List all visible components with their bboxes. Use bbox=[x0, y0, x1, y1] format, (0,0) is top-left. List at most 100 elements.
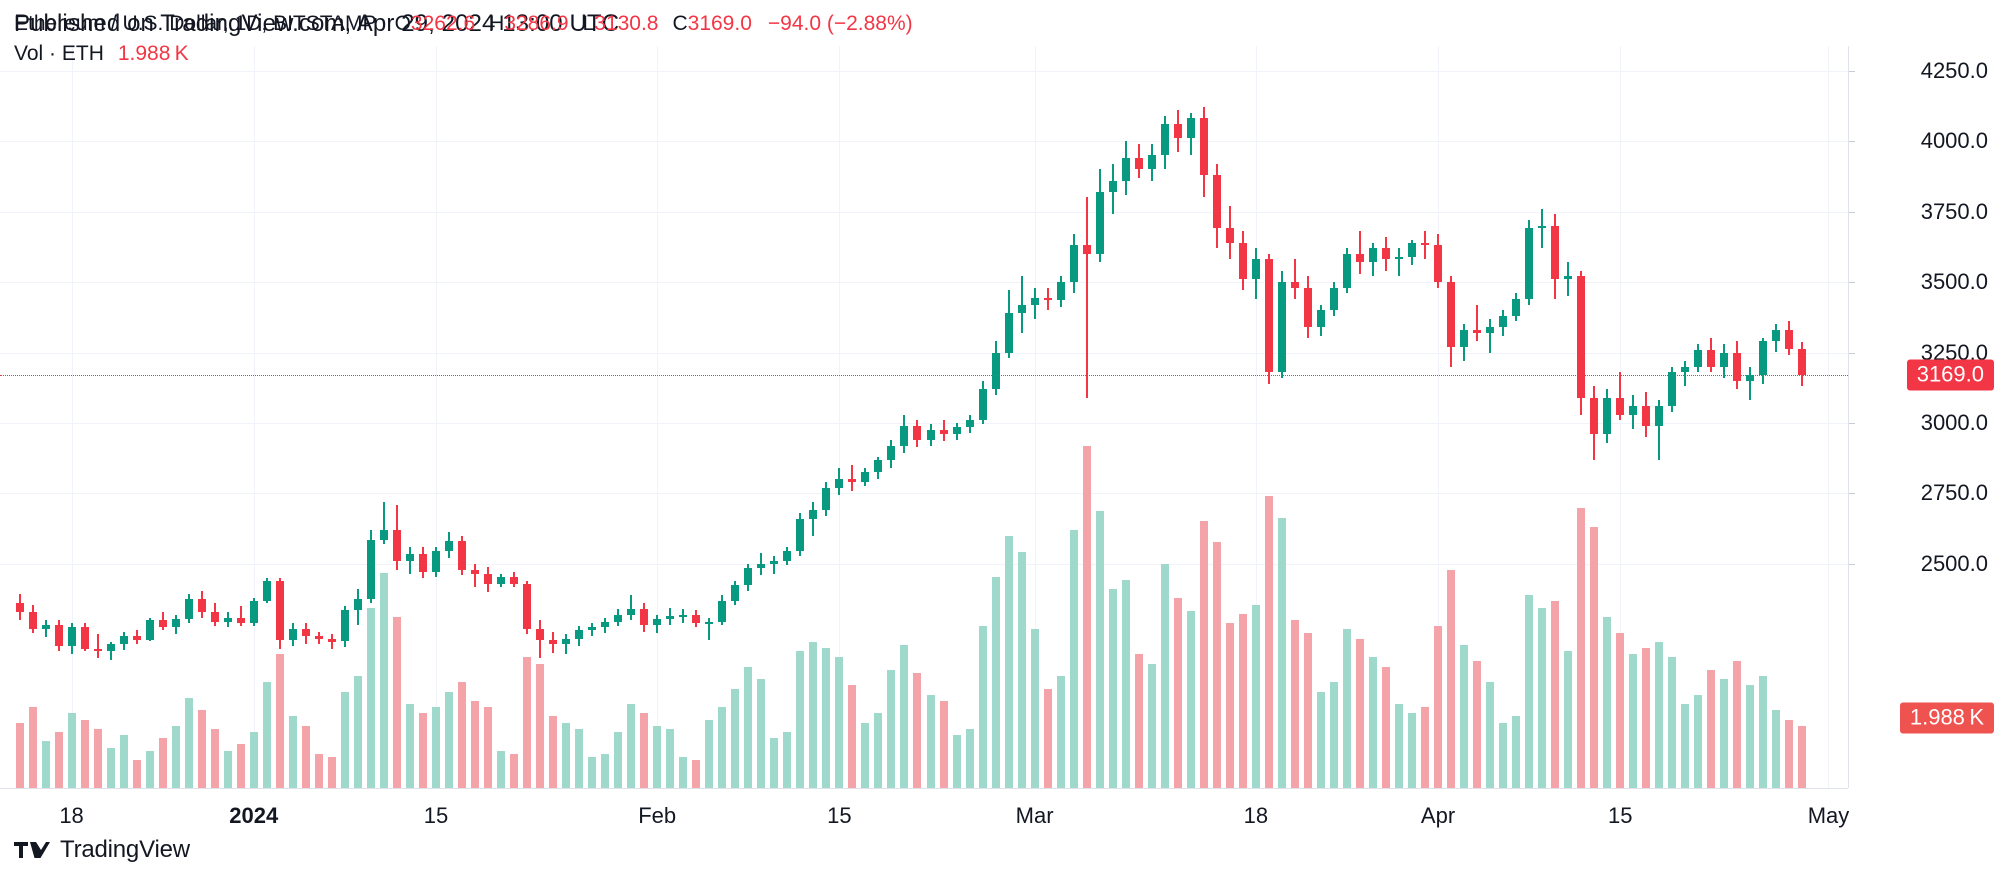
current-price-badge[interactable]: 3169.0 bbox=[1906, 359, 1994, 391]
volume-bar bbox=[1785, 719, 1794, 788]
candle-body bbox=[1642, 406, 1651, 426]
volume-bar bbox=[1655, 641, 1664, 788]
volume-bar bbox=[1681, 704, 1690, 788]
candle-body bbox=[1290, 282, 1299, 288]
price-axis-tick-mark bbox=[1849, 70, 1855, 72]
candle-body bbox=[145, 620, 154, 641]
grid-line-vertical bbox=[1438, 46, 1439, 788]
volume-bar bbox=[41, 741, 50, 788]
time-axis[interactable]: 18 2024 15 Feb 15 Mar 18 Apr 15 May bbox=[0, 788, 1849, 840]
grid-line-vertical bbox=[254, 46, 255, 788]
volume-bar bbox=[627, 704, 636, 788]
volume-bar bbox=[1108, 589, 1117, 788]
candle-body bbox=[171, 618, 180, 628]
candle-body bbox=[1616, 397, 1625, 415]
candle-body bbox=[913, 425, 922, 440]
volume-bar bbox=[848, 685, 857, 788]
volume-bar bbox=[1434, 626, 1443, 788]
volume-bar bbox=[861, 722, 870, 788]
candle-body bbox=[1551, 225, 1560, 280]
volume-bar bbox=[952, 735, 961, 788]
price-axis-tick-mark bbox=[1849, 563, 1855, 565]
volume-bar bbox=[1772, 710, 1781, 788]
volume-bar bbox=[1759, 676, 1768, 788]
candle-body bbox=[510, 576, 519, 584]
candle-body bbox=[1108, 180, 1117, 192]
price-axis-tick: 2750.0 bbox=[1920, 480, 1988, 506]
current-price-line bbox=[0, 375, 1848, 377]
volume-bar bbox=[1303, 632, 1312, 788]
grid-line-vertical bbox=[1256, 46, 1257, 788]
candle-body bbox=[1199, 118, 1208, 175]
time-axis-tick: 15 bbox=[827, 803, 852, 828]
volume-bar bbox=[67, 713, 76, 788]
volume-bar bbox=[1199, 520, 1208, 788]
candle-body bbox=[887, 445, 896, 460]
candle-body bbox=[952, 427, 961, 435]
candle-body bbox=[874, 459, 883, 473]
candle-body bbox=[575, 630, 584, 639]
volume-bar bbox=[1564, 651, 1573, 788]
candle-body bbox=[15, 603, 24, 612]
candle-body bbox=[549, 640, 558, 645]
grid-line-horizontal bbox=[0, 141, 1848, 143]
volume-bar bbox=[588, 756, 597, 788]
grid-line-horizontal bbox=[0, 493, 1848, 495]
candle-body bbox=[679, 614, 688, 617]
volume-bar bbox=[666, 728, 675, 788]
volume-bar bbox=[1421, 707, 1430, 788]
candle-body bbox=[1590, 397, 1599, 435]
volume-bar bbox=[653, 725, 662, 788]
volume-bar bbox=[1368, 657, 1377, 788]
candle-body bbox=[861, 472, 870, 483]
candle-body bbox=[770, 561, 779, 564]
volume-bar bbox=[353, 676, 362, 788]
volume-bar bbox=[497, 750, 506, 788]
candle-body bbox=[835, 479, 844, 488]
candle-body bbox=[1473, 329, 1482, 333]
candle-body bbox=[236, 617, 245, 624]
grid-line-horizontal bbox=[0, 211, 1848, 213]
volume-bar bbox=[1043, 688, 1052, 788]
candle-wick bbox=[1567, 262, 1569, 297]
candle-body bbox=[80, 627, 89, 649]
volume-bar bbox=[796, 651, 805, 788]
volume-bar bbox=[874, 713, 883, 788]
candle-body bbox=[1069, 245, 1078, 282]
candle-wick bbox=[1658, 400, 1660, 460]
volume-bar bbox=[926, 694, 935, 788]
candle-body bbox=[1512, 298, 1521, 316]
volume-bar bbox=[1447, 570, 1456, 788]
price-axis[interactable]: 4250.0 4000.0 3750.0 3500.0 3250.0 3000.0 2750… bbox=[1848, 46, 1996, 788]
volume-bar bbox=[770, 738, 779, 788]
volume-bar bbox=[939, 700, 948, 788]
candle-body bbox=[1603, 397, 1612, 435]
candle-body bbox=[132, 635, 141, 641]
volume-bar bbox=[562, 722, 571, 788]
time-axis-tick: 18 bbox=[59, 803, 84, 828]
candle-body bbox=[900, 425, 909, 446]
candle-wick bbox=[1398, 248, 1400, 277]
volume-bar bbox=[54, 732, 63, 788]
volume-bar bbox=[1473, 660, 1482, 788]
candle-body bbox=[288, 628, 297, 641]
grid-line-vertical bbox=[72, 46, 73, 788]
chart-plot-area[interactable] bbox=[0, 46, 1848, 788]
current-volume-badge[interactable]: 1.988 K bbox=[1899, 702, 1994, 734]
candle-body bbox=[1134, 157, 1143, 170]
volume-bar bbox=[236, 744, 245, 788]
volume-bar bbox=[1408, 713, 1417, 788]
volume-bar bbox=[145, 750, 154, 788]
grid-line-vertical bbox=[1035, 46, 1036, 788]
volume-bar bbox=[158, 738, 167, 788]
candle-body bbox=[1798, 348, 1807, 376]
volume-bar bbox=[1668, 657, 1677, 788]
volume-bar bbox=[705, 719, 714, 788]
volume-bar bbox=[132, 760, 141, 788]
volume-bar bbox=[197, 710, 206, 788]
candle-body bbox=[822, 487, 831, 511]
volume-bar bbox=[484, 707, 493, 788]
candle-body bbox=[991, 352, 1000, 390]
volume-bar bbox=[1290, 620, 1299, 788]
candle-body bbox=[1017, 304, 1026, 314]
